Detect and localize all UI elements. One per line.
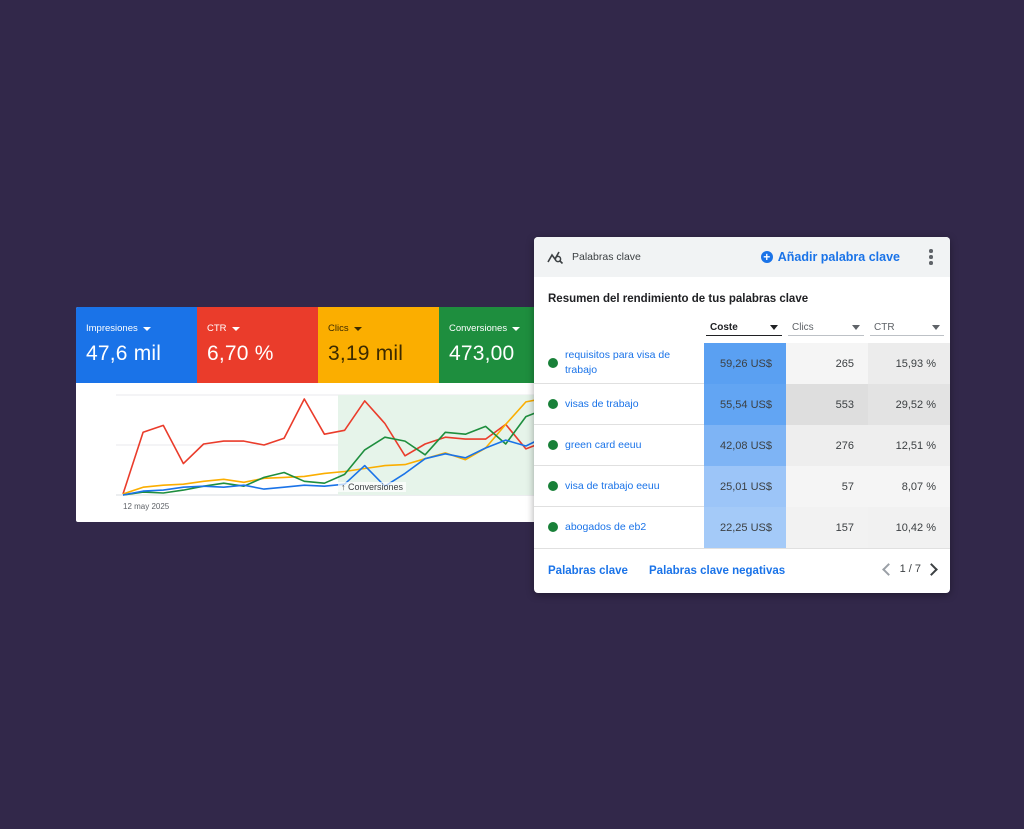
cost-cell: 25,01 US$ (704, 466, 786, 507)
dropdown-caret-icon[interactable] (353, 327, 362, 331)
add-keyword-button[interactable]: + Añadir palabra clave (760, 250, 900, 264)
metric-value: 473,00 (449, 342, 515, 365)
performance-card: Impresiones 47,6 mil CTR 6,70 % Clics 3,… (76, 307, 546, 522)
series-line-conversiones (122, 408, 546, 496)
line-chart-svg (116, 394, 546, 496)
x-axis-start-date: 12 may 2025 (123, 502, 170, 511)
page-indicator: 1 / 7 (899, 563, 921, 575)
sort-caret-icon (770, 325, 778, 330)
keyword-link[interactable]: green card eeuu (565, 438, 642, 451)
status-enabled-icon (548, 440, 558, 450)
arrow-up-icon: ↑ (341, 482, 346, 492)
dropdown-caret-icon[interactable] (512, 327, 521, 331)
column-header-ctr[interactable]: CTR (870, 320, 944, 336)
keyword-link[interactable]: abogados de eb2 (565, 520, 647, 533)
metric-tabs: Impresiones 47,6 mil CTR 6,70 % Clics 3,… (76, 307, 546, 383)
table-row: requisitos para visa de trabajo 59,26 US… (534, 343, 950, 384)
pagination: 1 / 7 (881, 562, 938, 576)
add-keyword-label: Añadir palabra clave (777, 250, 900, 264)
series-group (122, 397, 546, 496)
clicks-cell: 57 (786, 466, 868, 507)
ctr-cell: 12,51 % (868, 425, 950, 466)
table-row: green card eeuu 42,08 US$ 276 12,51 % (534, 425, 950, 466)
metric-label: CTR (207, 323, 227, 334)
ctr-cell: 8,07 % (868, 466, 950, 507)
column-headers: Coste Clics CTR (534, 320, 950, 340)
keyword-insights-icon (547, 251, 564, 264)
series-line-ctr (122, 398, 546, 495)
dropdown-caret-icon[interactable] (231, 327, 240, 331)
series-line-impresiones (122, 435, 546, 496)
series-line-clics (122, 397, 546, 495)
cost-cell: 42,08 US$ (704, 425, 786, 466)
metric-value: 47,6 mil (86, 342, 162, 365)
annotation-label: Conversiones (348, 482, 404, 492)
keyword-link[interactable]: requisitos para visa de trabajo (565, 349, 671, 376)
ctr-cell: 15,93 % (868, 343, 950, 384)
keyword-link[interactable]: visas de trabajo (565, 397, 639, 410)
table-row: abogados de eb2 22,25 US$ 157 10,42 % (534, 507, 950, 548)
card-footer: Palabras clave Palabras clave negativas … (534, 548, 950, 593)
clicks-cell: 265 (786, 343, 868, 384)
status-enabled-icon (548, 358, 558, 368)
negative-keywords-link[interactable]: Palabras clave negativas (649, 565, 786, 577)
chevron-right-icon[interactable] (925, 562, 938, 576)
add-circle-icon: + (760, 251, 773, 263)
keyword-link[interactable]: visa de trabajo eeuu (565, 479, 660, 492)
cost-cell: 59,26 US$ (704, 343, 786, 384)
column-header-label: Clics (792, 322, 814, 333)
dropdown-caret-icon (932, 325, 940, 330)
dropdown-caret-icon (852, 325, 860, 330)
clicks-cell: 157 (786, 507, 868, 548)
keywords-link[interactable]: Palabras clave (548, 565, 628, 577)
metric-tab-clics[interactable]: Clics 3,19 mil (318, 307, 439, 383)
column-header-label: CTR (874, 322, 895, 333)
chevron-left-icon[interactable] (881, 562, 895, 576)
status-enabled-icon (548, 522, 558, 532)
metric-label: Impresiones (86, 323, 138, 334)
table-row: visa de trabajo eeuu 25,01 US$ 57 8,07 % (534, 466, 950, 507)
card-title: Palabras clave (572, 251, 641, 263)
card-subtitle: Resumen del rendimiento de tus palabras … (548, 293, 809, 305)
metric-label: Conversiones (449, 323, 508, 334)
metric-label: Clics (328, 323, 349, 334)
performance-chart: ↑ Conversiones 12 may 2025 (76, 383, 546, 522)
keywords-card: Palabras clave + Añadir palabra clave Re… (534, 237, 950, 593)
ctr-cell: 10,42 % (868, 507, 950, 548)
conversions-highlight-region (338, 395, 546, 495)
status-enabled-icon (548, 481, 558, 491)
metric-tab-impresiones[interactable]: Impresiones 47,6 mil (76, 307, 197, 383)
cost-cell: 22,25 US$ (704, 507, 786, 548)
cost-cell: 55,54 US$ (704, 384, 786, 425)
clicks-cell: 553 (786, 384, 868, 425)
table-row: visas de trabajo 55,54 US$ 553 29,52 % (534, 384, 950, 425)
clicks-cell: 276 (786, 425, 868, 466)
metric-tab-conversiones[interactable]: Conversiones 473,00 (439, 307, 546, 383)
dropdown-caret-icon[interactable] (142, 327, 151, 331)
metric-value: 3,19 mil (328, 342, 404, 365)
column-header-label: Coste (710, 322, 738, 333)
column-header-clics[interactable]: Clics (788, 320, 864, 336)
status-enabled-icon (548, 399, 558, 409)
column-header-coste[interactable]: Coste (706, 320, 782, 336)
card-header: Palabras clave + Añadir palabra clave (534, 237, 950, 277)
more-vert-icon[interactable] (924, 249, 938, 265)
metric-tab-ctr[interactable]: CTR 6,70 % (197, 307, 318, 383)
annotation-tag[interactable]: ↑ Conversiones (338, 482, 407, 492)
metric-value: 6,70 % (207, 342, 274, 365)
ctr-cell: 29,52 % (868, 384, 950, 425)
keyword-table: requisitos para visa de trabajo 59,26 US… (534, 343, 950, 548)
